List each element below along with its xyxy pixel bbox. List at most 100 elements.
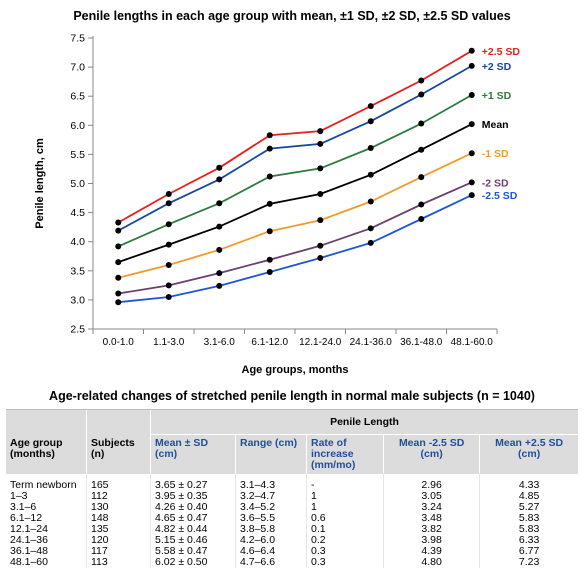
table-cell: 4.7–6.6 bbox=[235, 557, 307, 568]
series-label: +1 SD bbox=[482, 90, 512, 102]
series-label: Mean bbox=[482, 119, 509, 131]
data-point bbox=[367, 225, 374, 232]
data-point bbox=[468, 47, 475, 54]
table-cell: 4.33 bbox=[479, 474, 578, 491]
data-point bbox=[115, 243, 122, 250]
table-cell: 7.23 bbox=[479, 557, 578, 568]
table-cell: 0.6 bbox=[306, 513, 384, 524]
data-point bbox=[418, 77, 425, 84]
header-rate: Rate of increase (mm/mo) bbox=[306, 434, 384, 474]
series-line bbox=[118, 152, 473, 279]
x-tick-label: 48.1-60.0 bbox=[451, 337, 494, 348]
x-tick-label: 36.1-48.0 bbox=[400, 337, 443, 348]
series-line bbox=[118, 181, 473, 295]
table-cell: 5.15 ± 0.46 bbox=[150, 535, 236, 546]
line-chart: 2.5 3.0 3.5 4.0 4.5 5.0 5.5 6.0 6.5 7.0 7.5 0.0-1.0… bbox=[34, 33, 521, 377]
data-point bbox=[367, 144, 374, 151]
data-point bbox=[266, 200, 273, 207]
data-point bbox=[468, 192, 475, 199]
table-cell: 4.26 ± 0.40 bbox=[150, 502, 236, 513]
table-cell: 117 bbox=[86, 546, 151, 557]
data-point bbox=[418, 216, 425, 223]
x-tick-label: 6.1-12.0 bbox=[251, 337, 288, 348]
table-cell: 4.82 ± 0.44 bbox=[150, 524, 236, 535]
table-cell: 0.3 bbox=[306, 546, 384, 557]
x-axis-label: Age groups, months bbox=[242, 364, 349, 376]
data-point bbox=[367, 118, 374, 125]
table-cell: 0.1 bbox=[306, 524, 384, 535]
table-cell: 6.33 bbox=[479, 535, 578, 546]
table-cell: 3.82 bbox=[382, 524, 480, 535]
data-point bbox=[216, 176, 223, 183]
data-point bbox=[317, 128, 324, 135]
series-label: +2 SD bbox=[482, 61, 512, 73]
y-tick-label: 5.0 bbox=[70, 178, 85, 190]
table-row: 6.1–12 148 4.65 ± 0.47 3.6–5.5 0.6 3.48 5.83 bbox=[6, 513, 578, 524]
data-point bbox=[115, 290, 122, 297]
table-row: 48.1–60 113 6.02 ± 0.50 4.7–6.6 0.3 4.80 7.23 bbox=[6, 557, 578, 568]
x-tick-label: 0.0-1.0 bbox=[103, 337, 135, 348]
data-point bbox=[468, 92, 475, 99]
chart-title: Penile lengths in each age group with me… bbox=[73, 9, 511, 23]
table-row: 1–3 112 3.95 ± 0.35 3.2–4.7 1 3.05 4.85 bbox=[6, 491, 578, 502]
table-cell: 24.1–36 bbox=[10, 534, 48, 546]
table-cell: 3.2–4.7 bbox=[235, 491, 307, 502]
chart-axes: 2.5 3.0 3.5 4.0 4.5 5.0 5.5 6.0 6.5 7.0 7.5 0.0-1.0… bbox=[34, 33, 498, 376]
data-point bbox=[367, 171, 374, 178]
table-cell: Term newborn bbox=[10, 479, 77, 491]
series-label: -1 SD bbox=[482, 148, 509, 160]
table-cell: 12.1–24 bbox=[10, 523, 48, 535]
data-point bbox=[216, 282, 223, 289]
data-point bbox=[317, 140, 324, 147]
table-row: 36.1–48 117 5.58 ± 0.47 4.6–6.4 0.3 4.39 6.77 bbox=[6, 546, 578, 557]
data-point bbox=[266, 256, 273, 263]
data-point bbox=[468, 179, 475, 186]
table-cell: 5.27 bbox=[479, 502, 578, 513]
y-tick-label: 3.5 bbox=[70, 265, 85, 277]
data-point bbox=[115, 299, 122, 306]
x-tick-label: 1.1-3.0 bbox=[153, 337, 185, 348]
data-point bbox=[418, 120, 425, 127]
table-cell: 130 bbox=[86, 502, 151, 513]
y-tick-label: 7.0 bbox=[70, 62, 85, 74]
header-mean-plus-2-5-sd: Mean +2.5 SD (cm) bbox=[479, 434, 578, 474]
table-cell: 148 bbox=[86, 513, 151, 524]
table-row: 12.1–24 135 4.82 ± 0.44 3.8–5.8 0.1 3.82 5.83 bbox=[6, 524, 578, 535]
table-cell: 4.2–6.0 bbox=[235, 535, 307, 546]
data-point bbox=[266, 228, 273, 235]
data-point bbox=[317, 190, 324, 197]
x-tick-label: 24.1-36.0 bbox=[350, 337, 393, 348]
data-point bbox=[165, 190, 172, 197]
y-tick-label: 4.0 bbox=[70, 236, 85, 248]
data-point bbox=[216, 270, 223, 277]
y-tick-label: 4.5 bbox=[70, 207, 85, 219]
header-age-group: Age group (months) bbox=[6, 409, 87, 474]
data-point bbox=[418, 174, 425, 181]
data-point bbox=[317, 254, 324, 261]
data-point bbox=[317, 242, 324, 249]
data-point bbox=[115, 219, 122, 226]
table-cell: 3.98 bbox=[382, 535, 480, 546]
table-cell: 3.24 bbox=[382, 502, 480, 513]
data-point bbox=[367, 198, 374, 205]
data-point bbox=[165, 221, 172, 228]
header-subjects: Subjects (n) bbox=[86, 409, 151, 474]
series-line bbox=[118, 123, 473, 263]
data-point bbox=[165, 261, 172, 268]
table-cell: 1–3 bbox=[10, 490, 28, 502]
table-cell: 165 bbox=[86, 474, 151, 491]
header-range: Range (cm) bbox=[235, 434, 307, 474]
data-point bbox=[317, 165, 324, 172]
y-tick-label: 7.5 bbox=[70, 33, 85, 45]
y-axis-label: Penile length, cm bbox=[34, 138, 46, 229]
header-penile-length: Penile Length bbox=[150, 409, 578, 435]
chart-series-labels: +2.5 SD +2 SD +1 SD Mean -1 SD -2 SD-2.5 SD bbox=[482, 46, 521, 202]
table-cell: 4.39 bbox=[382, 546, 480, 557]
header-mean-sd: Mean ± SD (cm) bbox=[150, 434, 236, 474]
table-row: Term newborn 165 3.65 ± 0.27 3.1–4.3-2.96 4.… bbox=[6, 474, 578, 491]
data-point bbox=[216, 200, 223, 207]
table-cell: 3.65 ± 0.27 bbox=[150, 474, 236, 491]
table-cell: 120 bbox=[86, 535, 151, 546]
table-cell: 112 bbox=[86, 491, 151, 502]
table-title: Age-related changes of stretched penile … bbox=[49, 389, 535, 403]
